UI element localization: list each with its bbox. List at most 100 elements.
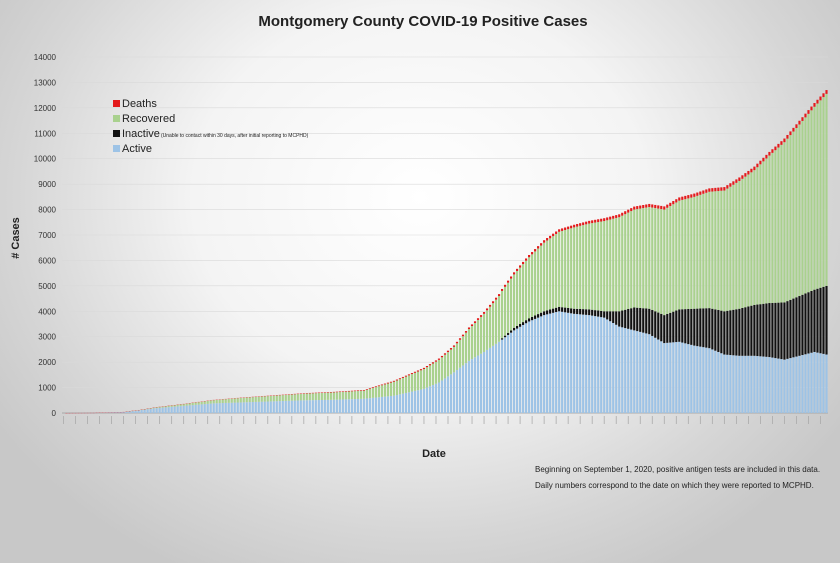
bar-segment-active <box>570 313 573 413</box>
bar-segment-active <box>182 405 185 413</box>
bar-stack <box>798 120 801 413</box>
bar-segment-deaths <box>819 96 822 101</box>
bar-stack <box>284 394 287 413</box>
bar-segment-recovered <box>723 190 726 312</box>
bar-segment-recovered <box>440 357 444 381</box>
bar-segment-inactive <box>654 311 657 338</box>
bar-segment-deaths <box>642 205 645 209</box>
bar-segment-active <box>140 410 143 413</box>
bar-segment-deaths <box>777 143 780 148</box>
bar-segment-active <box>813 351 816 413</box>
bar-segment-active <box>753 355 756 413</box>
bar-stack <box>263 395 266 413</box>
bar-segment-recovered <box>362 390 365 399</box>
bar-segment-active <box>816 352 819 413</box>
bar-stack <box>386 382 389 413</box>
bar-segment-active <box>311 400 314 413</box>
bar-segment-inactive <box>675 310 678 343</box>
bar-segment-inactive <box>597 310 600 317</box>
bar-segment-deaths <box>675 199 678 203</box>
bar-segment-active <box>305 400 308 413</box>
bar-stack <box>654 204 657 413</box>
bar-segment-active <box>323 399 326 413</box>
bar-segment-recovered <box>209 400 212 404</box>
bar-segment-deaths <box>768 151 771 156</box>
bar-stack <box>407 374 411 413</box>
bar-segment-deaths <box>323 392 326 393</box>
bar-stack <box>491 301 495 413</box>
bar-segment-recovered <box>606 220 609 312</box>
bar-stack <box>516 268 519 413</box>
bar-segment-active <box>573 313 576 413</box>
bar-segment-active <box>281 401 284 413</box>
bar-segment-active <box>654 337 657 413</box>
bar-segment-recovered <box>657 208 660 313</box>
bar-segment-recovered <box>413 372 417 391</box>
bar-segment-deaths <box>747 170 750 175</box>
bar-segment-deaths <box>522 261 525 265</box>
bar-segment-inactive <box>663 315 666 344</box>
bar-segment-inactive <box>621 310 624 328</box>
bar-segment-active <box>446 376 450 413</box>
bar-segment-active <box>651 335 654 413</box>
bar-stack <box>816 99 819 413</box>
bar-segment-deaths <box>753 166 756 171</box>
bar-segment-recovered <box>437 359 441 383</box>
bar-segment-inactive <box>642 308 645 333</box>
bar-segment-deaths <box>612 215 615 219</box>
bar-segment-recovered <box>774 150 777 303</box>
x-axis-ticks <box>63 416 821 424</box>
bar-segment-recovered <box>813 106 816 290</box>
y-axis-ticks: 0 1000 2000 3000 4000 5000 6000 7000 8000 9000 100… <box>34 53 57 418</box>
bar-segment-deaths <box>500 288 504 291</box>
bar-segment-active <box>308 400 311 413</box>
bar-stack <box>500 288 504 413</box>
bar-segment-deaths <box>567 226 570 230</box>
bar-segment-active <box>576 314 579 413</box>
bar-segment-recovered <box>669 206 672 313</box>
bar-stack <box>693 193 696 413</box>
bar-segment-recovered <box>326 392 329 400</box>
bar-segment-active <box>485 349 489 413</box>
bar-segment-deaths <box>639 205 642 209</box>
bar-segment-recovered <box>531 254 534 317</box>
bar-segment-deaths <box>609 216 612 220</box>
bar-segment-recovered <box>663 209 666 316</box>
x-axis-title: Date <box>422 448 446 460</box>
bar-stack <box>239 397 242 413</box>
bar-segment-active <box>714 350 717 413</box>
legend-label-recovered: Recovered <box>122 113 175 125</box>
bar-segment-active <box>122 411 125 413</box>
bar-segment-recovered <box>491 303 495 346</box>
bar-segment-deaths <box>636 206 639 210</box>
bar-segment-deaths <box>326 392 329 393</box>
bar-stack <box>320 392 323 413</box>
bar-segment-deaths <box>738 177 741 181</box>
bar-segment-active <box>398 394 402 413</box>
legend-label-deaths: Deaths <box>122 98 157 110</box>
y-tick-label: 6000 <box>38 256 56 265</box>
bar-stack <box>789 131 792 413</box>
bar-segment-inactive <box>651 310 654 336</box>
bar-segment-inactive <box>735 309 738 356</box>
bar-segment-active <box>248 402 251 413</box>
bar-segment-recovered <box>717 191 720 311</box>
bar-segment-active <box>242 402 245 413</box>
bar-segment-active <box>666 342 669 413</box>
bar-stack <box>702 190 705 413</box>
bar-segment-inactive <box>624 309 627 329</box>
bar-segment-recovered <box>227 398 230 403</box>
bar-stack <box>464 331 468 413</box>
bar-segment-recovered <box>597 222 600 311</box>
bar-stack <box>104 412 107 413</box>
bar-stack <box>326 392 329 413</box>
bar-stack <box>723 187 726 413</box>
chart-title: Montgomery County COVID-19 Positive Case… <box>258 13 587 30</box>
bar-stack <box>669 202 672 413</box>
bar-segment-active <box>374 397 377 413</box>
bar-segment-recovered <box>143 409 146 410</box>
bar-segment-recovered <box>197 402 200 405</box>
bar-stack <box>597 219 600 413</box>
bar-segment-deaths <box>726 185 729 189</box>
bar-stack <box>645 204 648 413</box>
